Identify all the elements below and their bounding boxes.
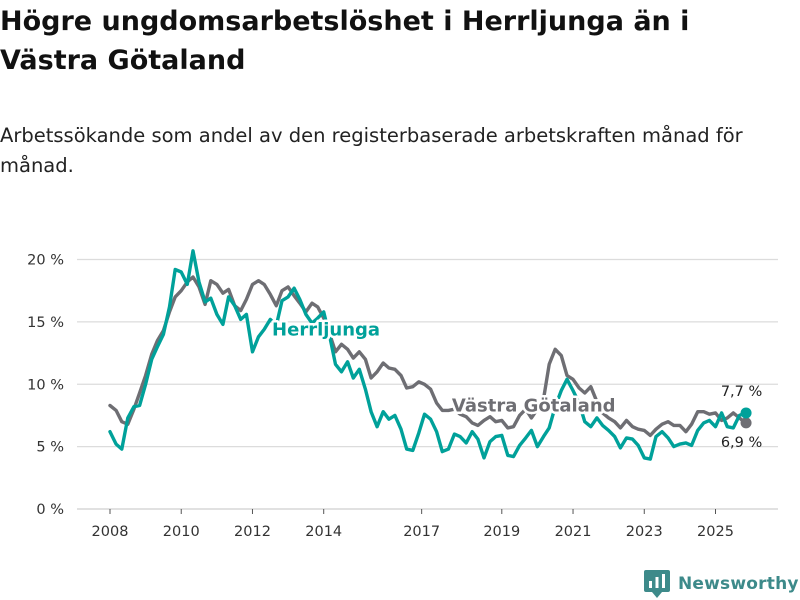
x-tick-label: 2021 — [555, 524, 592, 540]
x-tick-label: 2017 — [403, 524, 440, 540]
chart-title: Högre ungdomsarbetslöshet i Herrljunga ä… — [0, 6, 690, 76]
newsworthy-logo-icon — [644, 570, 670, 598]
y-tick-label: 5 % — [36, 440, 64, 456]
end-marker-herrljunga — [740, 407, 752, 419]
series-label-vastra-gotaland: Västra Götaland — [452, 396, 616, 417]
y-tick-label: 20 % — [27, 253, 64, 269]
gridlines — [77, 258, 778, 510]
x-tick-label: 2019 — [483, 524, 520, 540]
series-line-vastra-gotaland — [108, 275, 747, 438]
x-tick-label: 2012 — [234, 524, 271, 540]
x-tick-label: 2014 — [305, 524, 342, 540]
x-tick-label: 2010 — [163, 524, 200, 540]
chart-subtitle: Arbetssökande som andel av den registerb… — [0, 124, 743, 177]
y-tick-label: 10 % — [27, 377, 64, 393]
end-marker-vastra-gotaland — [740, 417, 752, 429]
series-label-herrljunga: Herrljunga — [272, 320, 380, 341]
x-tick-label: 2008 — [92, 524, 129, 540]
series-lines — [108, 249, 747, 461]
end-value-vastra-gotaland: 6,9 % — [721, 435, 762, 451]
series-line-herrljunga — [108, 249, 747, 461]
y-tick-label: 0 % — [36, 502, 64, 518]
y-tick-label: 15 % — [27, 315, 64, 331]
end-value-herrljunga: 7,7 % — [721, 384, 762, 400]
x-tick-label: 2025 — [697, 524, 734, 540]
x-tick-label: 2023 — [626, 524, 663, 540]
y-axis-ticks: 0 % 5 % 10 % 15 % 20 % — [27, 253, 64, 519]
brand-name: Newsworthy — [678, 574, 799, 594]
x-axis-ticks: 2008 2010 2012 2014 2017 2019 2021 2023 2025 — [92, 509, 734, 540]
newsworthy-logo: Newsworthy — [644, 570, 799, 598]
series-labels: Västra Götaland 6,9 % Herrljunga 7,7 % — [270, 317, 763, 451]
